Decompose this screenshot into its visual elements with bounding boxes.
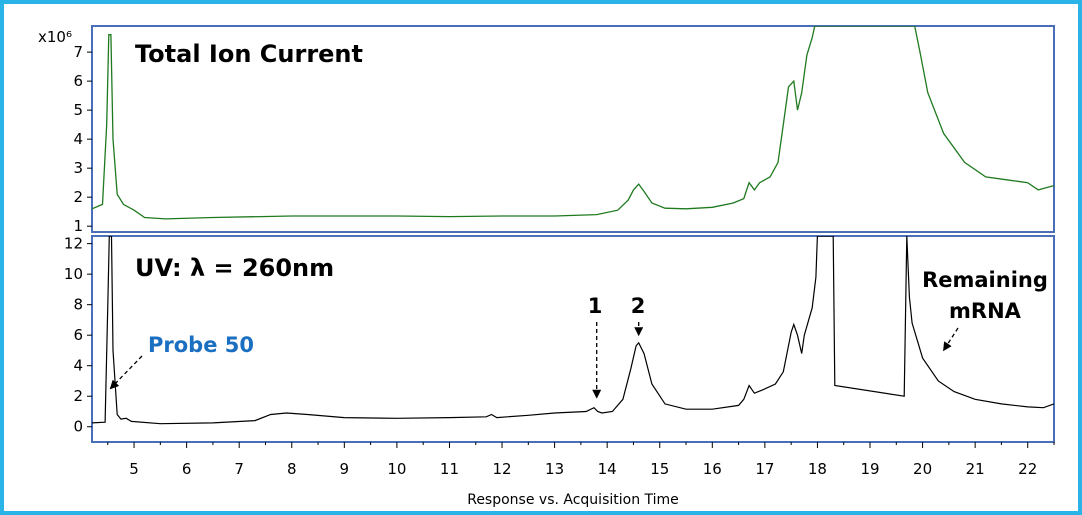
xtick-label: 5 (129, 460, 139, 478)
tic-ytick-label: 6 (73, 72, 83, 90)
uv-ytick-label: 10 (64, 265, 83, 283)
tic-ytick-label: 1 (73, 217, 83, 235)
peak-1-label: 1 (588, 294, 603, 318)
probe-50-label: Probe 50 (148, 333, 254, 357)
uv-y-axis: 0 2 4 6 8 10 12 (64, 235, 92, 436)
xtick-label: 7 (234, 460, 244, 478)
remaining-mrna-arrow (943, 327, 959, 352)
uv-panel-title: UV: λ = 260nm (135, 254, 334, 282)
tic-ytick-label: 2 (73, 188, 83, 206)
remaining-mrna-label-line1: Remaining (922, 268, 1048, 292)
uv-ytick-label: 2 (73, 387, 83, 405)
xtick-label: 21 (966, 460, 985, 478)
uv-panel-border (91, 235, 1055, 443)
uv-ytick-label: 12 (64, 235, 83, 253)
xtick-label: 16 (703, 460, 722, 478)
uv-ytick-label: 8 (73, 296, 83, 314)
probe-50-arrow (109, 355, 143, 390)
uv-series-line (92, 236, 1054, 425)
tic-ytick-label: 7 (73, 43, 83, 61)
tic-ytick-label: 4 (73, 130, 83, 148)
tic-y-multiplier: x10⁶ (38, 28, 72, 46)
xtick-label: 14 (598, 460, 617, 478)
xtick-label: 10 (387, 460, 406, 478)
xtick-label: 19 (860, 460, 879, 478)
tic-ytick-label: 5 (73, 101, 83, 119)
peak-2-label: 2 (631, 294, 646, 318)
uv-ytick-label: 6 (73, 326, 83, 344)
remaining-mrna-label-line2: mRNA (949, 299, 1022, 323)
uv-ytick-label: 0 (73, 418, 83, 436)
xtick-label: 18 (808, 460, 827, 478)
xtick-label: 11 (440, 460, 459, 478)
xtick-label: 22 (1018, 460, 1037, 478)
tic-ytick-label: 3 (73, 159, 83, 177)
x-axis-label: Response vs. Acquisition Time (467, 492, 679, 508)
tic-panel-title: Total Ion Current (135, 40, 363, 68)
uv-ytick-label: 4 (73, 357, 83, 375)
xtick-label: 6 (182, 460, 192, 478)
xtick-label: 17 (755, 460, 774, 478)
xtick-label: 15 (650, 460, 669, 478)
tic-panel-border (91, 25, 1055, 233)
xtick-label: 9 (340, 460, 350, 478)
tic-series-line (92, 26, 1054, 220)
x-axis: 5 6 7 8 9 10 11 12 13 14 15 16 17 18 19 20 21 22 (107, 442, 1055, 478)
xtick-label: 20 (913, 460, 932, 478)
xtick-label: 13 (545, 460, 564, 478)
tic-y-axis: 1 2 3 4 5 6 7 (73, 43, 92, 235)
xtick-label: 8 (287, 460, 297, 478)
xtick-label: 12 (492, 460, 511, 478)
